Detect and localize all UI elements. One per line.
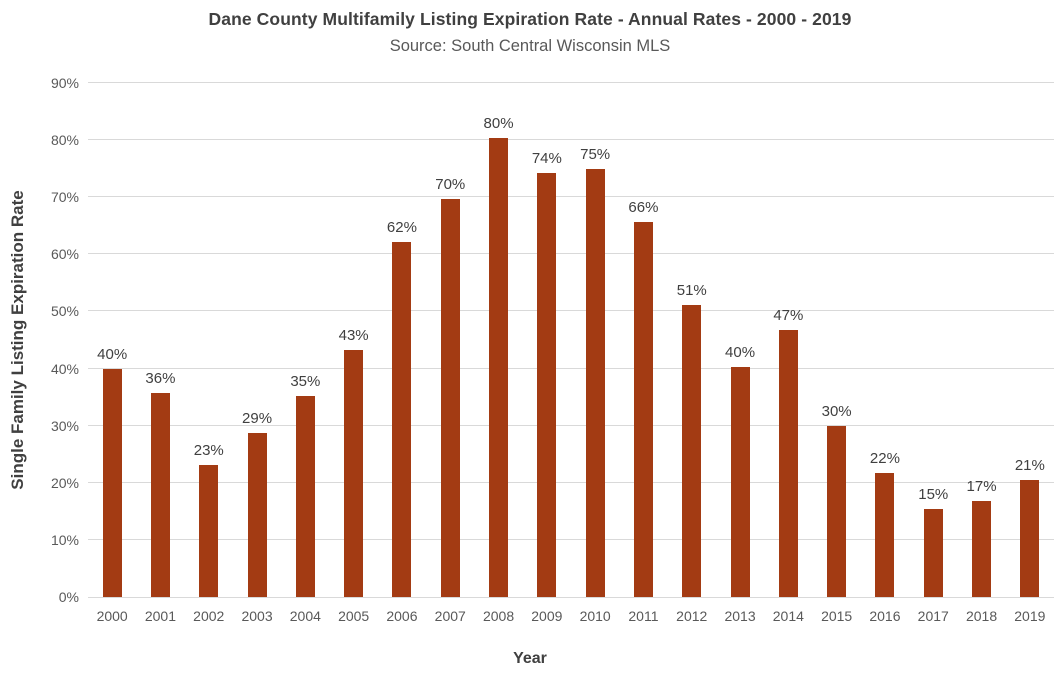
x-axis-tick-label: 2003 xyxy=(241,608,273,624)
bar-value-label: 21% xyxy=(1014,456,1045,474)
x-axis-tick-label: 2013 xyxy=(724,608,756,624)
x-axis-title: Year xyxy=(513,650,547,667)
gridline xyxy=(88,253,1054,255)
bar xyxy=(150,393,170,597)
bar xyxy=(633,222,653,597)
y-axis-tick-label: 20% xyxy=(50,474,79,491)
gridline xyxy=(88,310,1054,312)
bar-value-label: 80% xyxy=(483,114,514,132)
x-axis-tick-label: 2001 xyxy=(144,608,177,624)
bar xyxy=(392,241,412,597)
bar-value-label: 47% xyxy=(773,307,804,325)
x-axis-tick-label: 2008 xyxy=(482,608,515,624)
bar-value-label: 43% xyxy=(338,326,369,344)
y-axis-tick-label: 80% xyxy=(50,132,79,149)
bar xyxy=(102,368,122,597)
x-axis-tick-label: 2015 xyxy=(821,608,853,624)
bar-value-label: 66% xyxy=(628,199,659,217)
bar-value-label: 22% xyxy=(869,449,900,467)
bar xyxy=(440,198,460,597)
chart-title: Dane County Multifamily Listing Expirati… xyxy=(208,9,852,29)
bar xyxy=(778,330,798,597)
bar-value-label: 17% xyxy=(966,478,997,496)
bar xyxy=(730,366,750,597)
gridline xyxy=(88,139,1054,141)
bar xyxy=(295,395,315,597)
bar xyxy=(875,472,895,597)
bar xyxy=(682,305,702,597)
x-axis-tick-label: 2019 xyxy=(1014,608,1046,624)
bar xyxy=(585,169,605,597)
bar xyxy=(1020,479,1040,597)
bar xyxy=(923,509,943,597)
bar-value-label: 35% xyxy=(290,372,321,390)
x-axis-tick-label: 2016 xyxy=(869,608,901,624)
gridline xyxy=(88,82,1054,83)
bar-value-label: 23% xyxy=(193,442,224,460)
plot-area: 40% 36% 23% 29% 35% 43% 62% 70% 80% 74% 75% 66% 51% 4… xyxy=(88,82,1054,598)
y-axis-tick-label: 10% xyxy=(50,531,79,548)
bar-value-label: 40% xyxy=(97,345,128,363)
x-axis-tick-label: 2007 xyxy=(434,608,466,624)
bar-value-label: 62% xyxy=(386,218,417,236)
x-axis-tick-label: 2005 xyxy=(338,608,370,624)
bar-value-label: 29% xyxy=(242,409,273,427)
x-axis-tick-label: 2000 xyxy=(96,608,128,624)
y-axis-title: Single Family Listing Expiration Rate xyxy=(8,190,27,490)
bar xyxy=(199,465,219,597)
bar-value-label: 30% xyxy=(821,402,852,420)
bar-value-label: 40% xyxy=(725,343,756,361)
gridline xyxy=(88,481,1054,483)
bar-value-label: 36% xyxy=(145,370,176,388)
bar-value-label: 74% xyxy=(531,149,562,167)
y-axis-tick-label: 50% xyxy=(50,303,79,320)
gridline xyxy=(88,196,1054,198)
bar-value-label: 70% xyxy=(435,175,466,193)
y-axis-tick-label: 0% xyxy=(58,589,79,605)
bar xyxy=(537,172,557,597)
x-axis-tick-label: 2009 xyxy=(531,608,563,624)
bar-value-label: 75% xyxy=(580,146,611,164)
y-axis-tick-label: 60% xyxy=(50,246,79,263)
x-axis-tick-label: 2012 xyxy=(676,608,708,624)
y-axis-tick-label: 90% xyxy=(50,75,79,91)
bar xyxy=(972,501,992,597)
gridline xyxy=(88,424,1054,426)
y-axis-tick-label: 70% xyxy=(50,189,79,206)
bar xyxy=(827,425,847,597)
x-axis-tick-label: 2006 xyxy=(386,608,418,624)
x-axis-tick-label: 2011 xyxy=(628,608,659,624)
x-axis-tick-label: 2017 xyxy=(917,608,949,624)
bar-value-label: 15% xyxy=(918,486,949,504)
bar xyxy=(344,349,364,597)
y-axis-tick-label: 40% xyxy=(50,360,79,377)
bar-value-label: 51% xyxy=(676,282,707,300)
gridline xyxy=(88,367,1054,369)
chart-subtitle: Source: South Central Wisconsin MLS xyxy=(389,37,671,55)
x-axis-tick-label: 2014 xyxy=(772,608,804,624)
x-axis-tick-label: 2004 xyxy=(289,608,321,624)
y-axis-tick-label: 30% xyxy=(50,417,79,434)
x-axis-tick-label: 2002 xyxy=(193,608,225,624)
x-axis-tick-label: 2018 xyxy=(965,608,998,624)
bar xyxy=(489,137,509,597)
x-axis-tick-label: 2010 xyxy=(579,608,611,624)
gridline xyxy=(88,538,1054,540)
bar xyxy=(247,432,267,597)
